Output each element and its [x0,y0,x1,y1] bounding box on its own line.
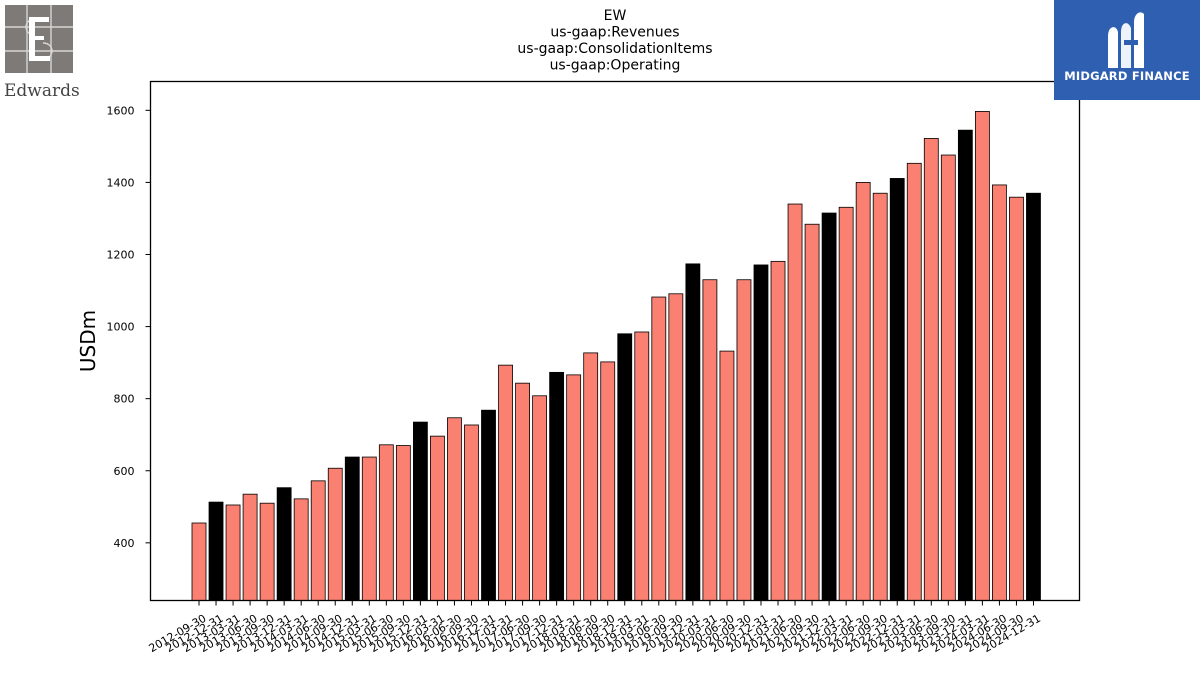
bar [395,445,411,601]
edwards-emblem-icon [5,5,73,73]
y-axis-label: USDm [76,310,100,372]
title-line: us-gaap:Revenues [550,25,679,41]
bar [753,264,769,601]
bar [430,435,445,601]
bar [310,480,326,601]
bar [293,498,309,601]
bar [208,501,224,601]
bar [940,154,956,601]
bar [1026,192,1041,601]
title-line: us-gaap:ConsolidationItems [517,41,712,57]
bar [923,138,939,601]
edwards-logo-text: Edwards [4,81,80,101]
bar [481,409,496,601]
bar [992,184,1007,601]
edwards-logo: Edwards [4,4,80,101]
bar [719,350,735,601]
bar [327,467,343,601]
bar [685,263,701,601]
y-axis: 400 600 800 1000 1200 1400 1600 [107,104,151,550]
bar [804,223,820,601]
bar [225,504,241,601]
y-tick-label: 1000 [107,321,135,334]
bar [770,260,786,601]
midgard-emblem-icon [1108,12,1144,69]
bar [242,493,258,601]
bar [412,421,428,601]
bar [532,395,547,601]
bar [447,417,462,601]
bar [566,374,582,601]
bar [191,522,207,601]
y-tick-label: 1400 [107,176,135,189]
bar [634,331,650,601]
bar [498,364,513,601]
bar [1009,196,1024,601]
bar [617,333,633,601]
y-tick-label: 400 [114,537,135,550]
bar [668,293,684,601]
y-tick-label: 1600 [107,104,135,117]
plot-frame [149,80,1081,602]
bar [276,487,292,601]
midgard-finance-logo: MIDGARD FINANCE [1054,0,1200,100]
bar-series [191,111,1041,601]
bar [838,206,854,601]
bar [549,371,565,601]
bar [378,444,394,601]
title-line: EW [604,8,627,24]
bar [906,162,922,601]
bar [702,279,718,601]
bar [957,129,973,601]
bar [974,111,990,601]
bar [736,279,752,601]
bar [787,203,803,601]
bar [259,502,275,601]
bar [361,456,377,601]
bar [583,352,599,601]
y-tick-label: 1200 [107,249,135,262]
bar [344,456,360,601]
chart-title: EWus-gaap:Revenuesus-gaap:ConsolidationI… [517,8,712,74]
bar [651,296,667,601]
bar [889,178,905,601]
title-line: us-gaap:Operating [550,58,681,74]
x-axis: 2012-09-302012-12-312013-03-312013-06-30… [147,600,1043,655]
y-tick-label: 600 [114,465,135,478]
bar [872,192,888,601]
y-tick-label: 800 [114,393,135,406]
bar [600,361,616,601]
bar [855,182,871,601]
bar [821,212,837,601]
midgard-logo-text: MIDGARD FINANCE [1064,69,1190,83]
bar [515,382,530,601]
bar [464,424,479,601]
